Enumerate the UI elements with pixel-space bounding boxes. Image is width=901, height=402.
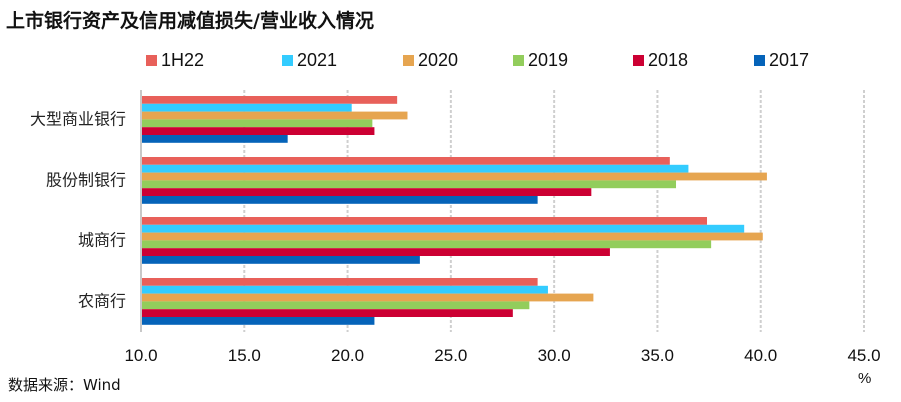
legend-item-2019: 2019 — [513, 50, 568, 71]
legend-label: 2017 — [769, 50, 810, 70]
x-tick-label: 15.0 — [228, 346, 261, 365]
legend-swatch — [146, 55, 157, 66]
bar-2018 — [142, 127, 375, 135]
bar-2020 — [142, 293, 594, 302]
legend-swatch — [513, 55, 524, 66]
bar-1h22 — [142, 157, 670, 165]
x-tick-label: 30.0 — [538, 346, 571, 365]
bar-2021 — [142, 224, 745, 233]
legend-item-2021: 2021 — [282, 50, 337, 71]
legend-label: 2020 — [418, 50, 459, 70]
x-tick-label: 40.0 — [744, 346, 777, 365]
legend-swatch — [633, 55, 644, 66]
bar-1h22 — [142, 278, 538, 286]
bar-2021 — [142, 164, 689, 173]
legend-label: 2018 — [648, 50, 689, 70]
category-label: 股份制银行 — [46, 170, 126, 189]
bar-2019 — [142, 119, 373, 128]
legend-swatch — [282, 55, 293, 66]
bar-1h22 — [142, 96, 398, 104]
bar-2018 — [142, 309, 513, 317]
x-tick-label: 20.0 — [331, 346, 364, 365]
x-tick-label: 25.0 — [434, 346, 467, 365]
x-tick-label: 10.0 — [124, 346, 157, 365]
bar-2018 — [142, 188, 592, 196]
x-axis-unit: % — [858, 370, 872, 387]
data-source-note: 数据来源：Wind — [8, 376, 121, 394]
bar-2018 — [142, 248, 610, 256]
legend-label: 2019 — [528, 50, 569, 70]
category-label: 农商行 — [78, 291, 126, 310]
bar-2017 — [142, 135, 288, 143]
legend-label: 1H22 — [161, 50, 205, 70]
category-label: 城商行 — [78, 230, 126, 249]
legend-swatch — [754, 55, 765, 66]
category-label: 大型商业银行 — [30, 109, 126, 128]
bar-2021 — [142, 103, 352, 112]
chart-title: 上市银行资产及信用减值损失/营业收入情况 — [6, 10, 374, 32]
x-tick-label: 35.0 — [641, 346, 674, 365]
bar-2019 — [142, 240, 712, 249]
legend-item-2020: 2020 — [403, 50, 458, 71]
bar-2019 — [142, 180, 677, 189]
bar-1h22 — [142, 217, 708, 225]
x-tick-label: 45.0 — [847, 346, 880, 365]
bar-2020 — [142, 232, 763, 241]
legend: 1H22 2021 2020 2019 2018 2017 — [0, 50, 901, 74]
legend-item-2018: 2018 — [633, 50, 688, 71]
bar-2017 — [142, 256, 420, 264]
bar-2017 — [142, 196, 538, 204]
bar-2020 — [142, 111, 408, 120]
bar-2020 — [142, 172, 767, 181]
bar-2017 — [142, 317, 375, 325]
bar-2019 — [142, 301, 530, 310]
legend-label: 2021 — [297, 50, 338, 70]
legend-swatch — [403, 55, 414, 66]
bar-2021 — [142, 285, 548, 294]
legend-item-1h22: 1H22 — [146, 50, 204, 71]
legend-item-2017: 2017 — [754, 50, 809, 71]
